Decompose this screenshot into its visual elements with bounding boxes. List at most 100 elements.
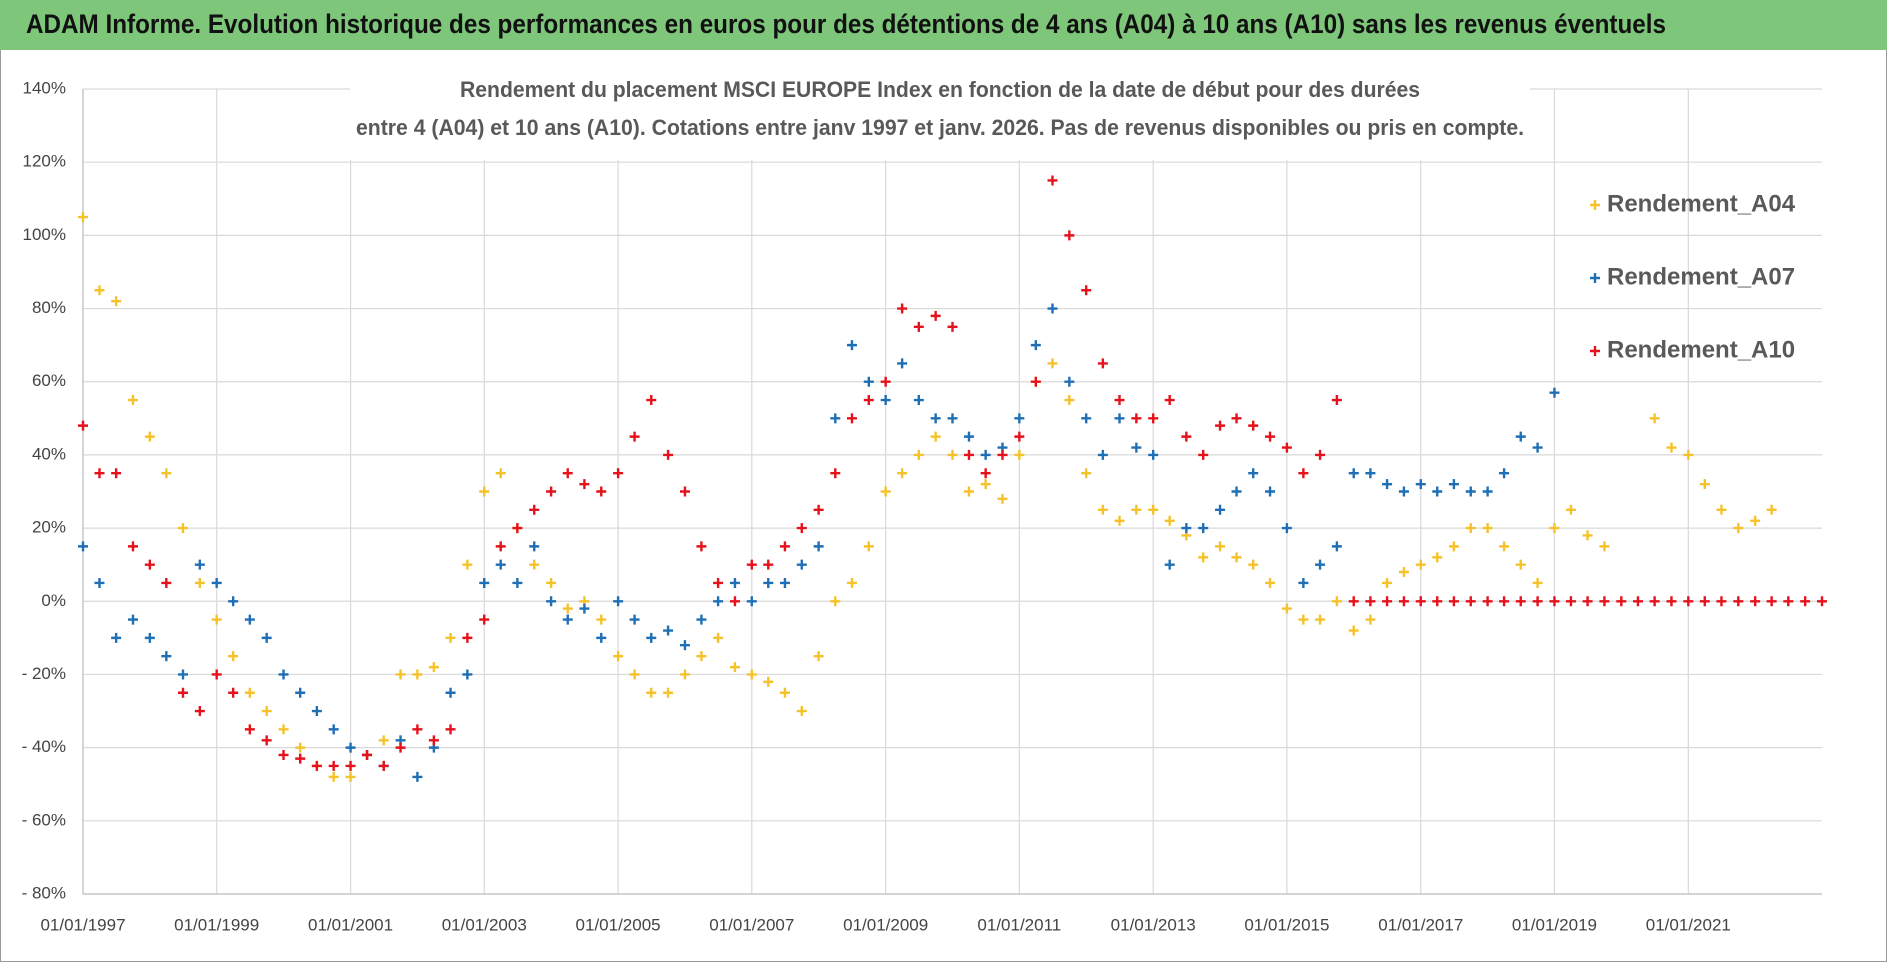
point <box>546 486 557 497</box>
point <box>1565 596 1576 607</box>
legend-label: Rendement_A04 <box>1607 190 1796 217</box>
point <box>663 687 674 698</box>
point <box>913 449 924 460</box>
point <box>1432 552 1443 563</box>
point <box>1766 504 1777 515</box>
y-tick-label: 100% <box>23 225 66 244</box>
point <box>696 541 707 552</box>
point <box>111 296 122 307</box>
point <box>328 724 339 735</box>
legend-marker <box>1590 273 1600 283</box>
point <box>813 504 824 515</box>
point <box>412 669 423 680</box>
point <box>863 395 874 406</box>
point <box>846 413 857 424</box>
y-tick-label: - 40% <box>22 737 66 756</box>
point <box>1164 515 1175 526</box>
point <box>596 614 607 625</box>
point <box>345 742 356 753</box>
point <box>1331 395 1342 406</box>
point <box>1315 449 1326 460</box>
point <box>997 449 1008 460</box>
point <box>127 614 138 625</box>
point <box>194 706 205 717</box>
point <box>1699 479 1710 490</box>
point <box>1783 596 1794 607</box>
point <box>830 468 841 479</box>
point <box>1081 413 1092 424</box>
point <box>913 395 924 406</box>
point <box>1215 420 1226 431</box>
point <box>211 614 222 625</box>
point <box>1582 596 1593 607</box>
point <box>1716 596 1727 607</box>
point <box>295 742 306 753</box>
y-tick-label: 140% <box>23 78 66 97</box>
point <box>462 559 473 570</box>
point <box>796 523 807 534</box>
point <box>1148 504 1159 515</box>
point <box>94 577 105 588</box>
point <box>345 760 356 771</box>
plot: - 80% - 60% - 40% - 20% 0% 20% 40% 60% 80% 100% 12… <box>22 78 1827 934</box>
point <box>1666 442 1677 453</box>
point <box>980 479 991 490</box>
point <box>1549 387 1560 398</box>
point <box>1281 523 1292 534</box>
point <box>1014 413 1025 424</box>
point <box>1064 230 1075 241</box>
point <box>1298 577 1309 588</box>
point <box>1148 413 1159 424</box>
point <box>1231 552 1242 563</box>
point <box>1800 596 1811 607</box>
point <box>1131 442 1142 453</box>
point <box>746 596 757 607</box>
x-tick-label: 01/01/2013 <box>1111 915 1196 934</box>
point <box>1599 541 1610 552</box>
point <box>144 559 155 570</box>
point <box>1398 486 1409 497</box>
point <box>1415 559 1426 570</box>
point <box>194 577 205 588</box>
point <box>1632 596 1643 607</box>
chart-title: entre 4 (A04) et 10 ans (A10). Cotations… <box>356 115 1524 140</box>
point <box>1164 559 1175 570</box>
point <box>997 493 1008 504</box>
point <box>546 596 557 607</box>
point <box>1365 596 1376 607</box>
point <box>629 669 640 680</box>
point <box>1014 449 1025 460</box>
point <box>378 760 389 771</box>
x-tick-label: 01/01/2007 <box>709 915 794 934</box>
point <box>1198 449 1209 460</box>
point <box>1081 285 1092 296</box>
point <box>846 340 857 351</box>
point <box>1265 431 1276 442</box>
point <box>1131 413 1142 424</box>
point <box>1398 596 1409 607</box>
point <box>729 577 740 588</box>
point <box>1014 431 1025 442</box>
point <box>261 632 272 643</box>
point <box>1683 449 1694 460</box>
point <box>1315 559 1326 570</box>
point <box>1532 442 1543 453</box>
point <box>78 541 88 552</box>
point <box>779 687 790 698</box>
point <box>1465 523 1476 534</box>
point <box>1215 541 1226 552</box>
point <box>830 413 841 424</box>
point <box>378 735 389 746</box>
point <box>1030 340 1041 351</box>
point <box>1482 486 1493 497</box>
point <box>813 651 824 662</box>
x-tick-label: 01/01/2005 <box>576 915 661 934</box>
point <box>278 669 289 680</box>
point <box>679 669 690 680</box>
x-tick-label: 01/01/2009 <box>843 915 928 934</box>
point <box>963 431 974 442</box>
point <box>863 541 874 552</box>
x-tick-label: 01/01/2019 <box>1512 915 1597 934</box>
point <box>428 735 439 746</box>
